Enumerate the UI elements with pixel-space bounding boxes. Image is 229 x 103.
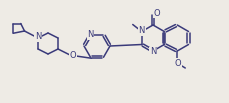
Text: O: O: [69, 52, 76, 60]
Text: O: O: [174, 59, 181, 67]
Text: N: N: [149, 47, 155, 57]
Text: N: N: [35, 32, 41, 41]
Text: N: N: [138, 26, 144, 35]
Text: N: N: [87, 30, 93, 39]
Text: O: O: [153, 9, 160, 18]
